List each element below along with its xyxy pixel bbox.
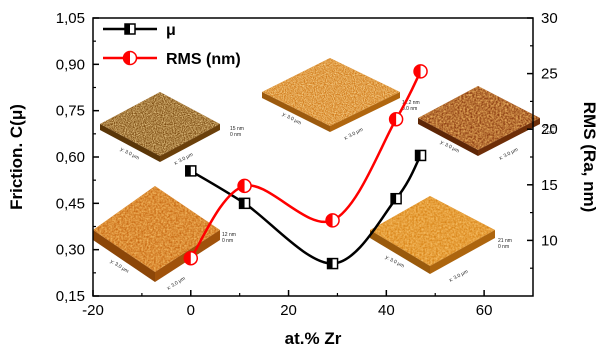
afm-inset-4-top-label: 12 nm xyxy=(222,232,236,238)
afm-inset-2: 11.2 nm 0.0 nm x: 3.0 μm y: 3.0 μm xyxy=(262,58,420,142)
afm-inset-4-bottom-label: 0 nm xyxy=(222,238,233,244)
afm-inset-5-top-label: 21 nm xyxy=(498,238,512,244)
afm-inset-2-top-label: 11.2 nm xyxy=(402,100,420,106)
x-axis-title: at.% Zr xyxy=(285,329,342,348)
y-left-tick-label: 0,75 xyxy=(56,103,85,120)
marker-fill xyxy=(389,112,397,126)
x-tick-label: 0 xyxy=(187,302,195,319)
y-right-tick-label: 25 xyxy=(541,66,558,83)
afm-inset-5-bottom-label: 0 nm xyxy=(498,244,509,250)
y-left-tick-label: 0,15 xyxy=(56,288,85,305)
legend-marker-rms-symbol xyxy=(122,50,138,66)
data-point-mu-2 xyxy=(326,257,339,270)
y-left-tick-label: 0,60 xyxy=(56,149,85,166)
marker-fill xyxy=(184,251,191,265)
y-right-tick-label: 30 xyxy=(541,10,558,27)
axis-ticks: -20 0 20 40 60 0,15 0,30 0,45 0,60 0,75 0,90 1,05 10… xyxy=(56,10,558,319)
afm-inset-3-top-label: 25 nm xyxy=(543,124,557,130)
data-point-mu-0 xyxy=(185,165,197,177)
data-point-mu-4 xyxy=(414,149,427,162)
afm-inset-1-bottom-label: 0 nm xyxy=(230,132,241,138)
afm-inset-3-bottom-label: 0 nm xyxy=(543,130,554,136)
y-left-tick-label: 1,05 xyxy=(56,10,85,27)
marker-fill xyxy=(415,150,421,161)
afm-inset-1-x-label: x: 3.0 μm xyxy=(173,152,194,167)
x-tick-label: 40 xyxy=(378,302,395,319)
data-point-rms-2 xyxy=(325,213,340,228)
x-tick-label: -20 xyxy=(82,302,104,319)
y-left-tick-label: 0,30 xyxy=(56,242,85,259)
marker-fill xyxy=(326,213,333,227)
legend-marker-rms xyxy=(122,50,138,66)
legend-entry-rms: RMS (nm) xyxy=(103,50,241,68)
marker-fill xyxy=(239,198,245,209)
marker-fill xyxy=(238,179,245,193)
legend-marker-mu xyxy=(124,23,136,35)
marker-fill xyxy=(391,193,397,204)
y-left-tick-label: 0,45 xyxy=(56,195,85,212)
afm-inset-5-x-label: x: 3.0 μm xyxy=(448,269,469,284)
data-point-mu-1 xyxy=(238,197,251,210)
afm-inset-3: 25 nm 0 nm x: 3.0 μm y: 3.0 μm xyxy=(418,86,557,162)
afm-inset-2-x-label: x: 3.0 μm xyxy=(343,127,364,142)
marker-fill xyxy=(123,51,130,65)
data-point-rms-3 xyxy=(388,111,404,127)
afm-inset-1-top-label: 15 nm xyxy=(230,126,244,132)
afm-inset-4-x-label: x: 3.0 μm xyxy=(166,276,187,292)
y-left-tick-label: 0,90 xyxy=(56,56,85,73)
y-axis-right-title: RMS (Ra, nm) xyxy=(580,102,599,213)
marker-fill xyxy=(125,24,130,34)
data-point-rms-1 xyxy=(237,178,252,194)
afm-insets: 15 nm 0 nm x: 3.0 μm y: 3.0 μm 11.2 nm 0… xyxy=(93,58,557,292)
y-axis-left-title: Friction. C(μ) xyxy=(7,104,26,210)
afm-inset-5: 21 nm 0 nm x: 3.0 μm y: 3.0 μm xyxy=(370,196,512,284)
afm-inset-3-x-label: x: 3.0 μm xyxy=(498,147,519,162)
y-right-tick-label: 15 xyxy=(541,177,558,194)
x-tick-label: 60 xyxy=(476,302,493,319)
data-point-rms-0 xyxy=(183,250,199,266)
legend-label-mu: μ xyxy=(166,22,176,39)
y-right-tick-label: 20 xyxy=(541,121,558,138)
legend-marker-mu-symbol xyxy=(124,23,136,35)
y-right-tick-label: 10 xyxy=(541,232,558,249)
marker-fill xyxy=(414,64,421,78)
legend-label-rms: RMS (nm) xyxy=(166,51,241,68)
series-markers xyxy=(183,64,428,270)
marker-fill xyxy=(185,165,191,176)
afm-inset-2-bottom-label: 0.0 nm xyxy=(402,106,417,112)
afm-inset-1: 15 nm 0 nm x: 3.0 μm y: 3.0 μm xyxy=(100,92,244,167)
data-point-mu-3 xyxy=(390,192,402,205)
afm-inset-4: 12 nm 0 nm x: 3.0 μm y: 3.0 μm xyxy=(93,186,236,292)
data-point-rms-4 xyxy=(413,64,428,79)
x-tick-label: 20 xyxy=(280,302,297,319)
legend: μ RMS (nm) xyxy=(103,22,241,68)
legend-entry-mu: μ xyxy=(103,22,176,39)
marker-fill xyxy=(327,258,333,269)
